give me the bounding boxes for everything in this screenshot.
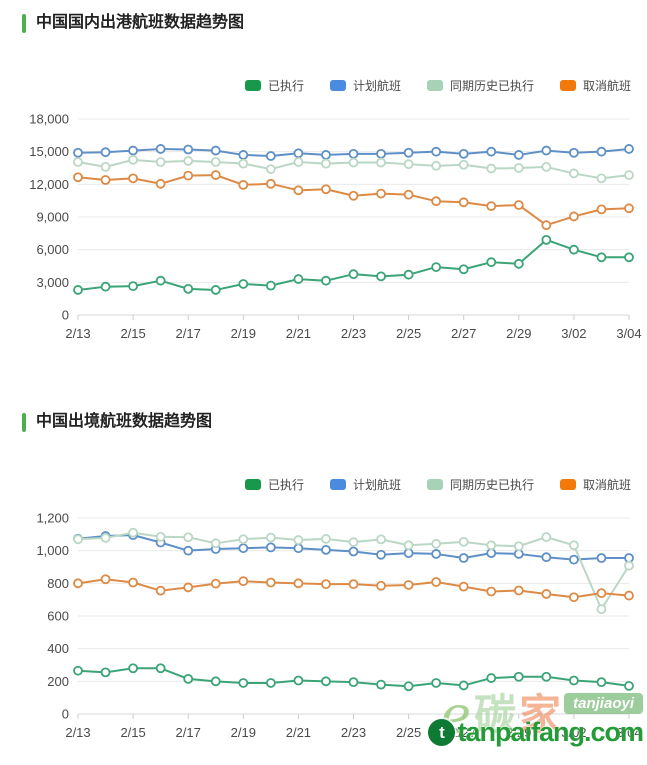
legend-item[interactable]: 计划航班 — [329, 476, 401, 493]
legend-swatch-icon — [426, 80, 443, 91]
svg-text:2/13: 2/13 — [65, 326, 90, 341]
legend-swatch-icon — [329, 479, 346, 490]
svg-text:3/04: 3/04 — [616, 326, 641, 341]
svg-text:2/29: 2/29 — [506, 725, 531, 740]
svg-text:2/17: 2/17 — [176, 725, 201, 740]
svg-text:2/23: 2/23 — [341, 725, 366, 740]
svg-text:3/02: 3/02 — [561, 326, 586, 341]
svg-text:2/27: 2/27 — [451, 725, 476, 740]
outbound-flights-chart-card: 中国出境航班数据趋势图 已执行 计划航班 同期历史已执行 取消航班 0 200 400 60… — [0, 411, 647, 764]
svg-text:2/27: 2/27 — [451, 326, 476, 341]
svg-text:2/13: 2/13 — [65, 725, 90, 740]
svg-text:2/19: 2/19 — [231, 326, 256, 341]
legend-swatch-icon — [244, 479, 261, 490]
title-accent-bar — [22, 412, 26, 432]
svg-text:1,000: 1,000 — [36, 543, 69, 558]
legend-label: 同期历史已执行 — [449, 478, 534, 492]
legend-label: 取消航班 — [582, 79, 631, 93]
svg-text:2/21: 2/21 — [286, 725, 311, 740]
legend-label: 同期历史已执行 — [449, 79, 534, 93]
svg-text:400: 400 — [47, 641, 69, 656]
svg-text:18,000: 18,000 — [29, 112, 69, 127]
svg-text:2/19: 2/19 — [231, 725, 256, 740]
svg-text:0: 0 — [62, 308, 69, 323]
trend-line-chart: 0 3,000 6,000 9,000 12,000 15,000 18,000 2/13 2/… — [29, 112, 641, 342]
legend-swatch-icon — [329, 80, 346, 91]
svg-text:200: 200 — [47, 674, 69, 689]
legend-item[interactable]: 已执行 — [244, 77, 304, 94]
trend-line-chart: 0 200 400 600 800 1,000 1,200 2/13 2/15 2/17 2/19 2… — [36, 511, 641, 741]
legend-swatch-icon — [559, 479, 576, 490]
svg-text:600: 600 — [47, 609, 69, 624]
chart-title: 中国国内出港航班数据趋势图 — [36, 14, 245, 31]
title-accent-bar — [22, 13, 26, 33]
svg-text:6,000: 6,000 — [36, 242, 69, 257]
svg-text:2/17: 2/17 — [176, 326, 201, 341]
svg-text:3/04: 3/04 — [616, 725, 641, 740]
svg-text:9,000: 9,000 — [36, 210, 69, 225]
svg-text:3,000: 3,000 — [36, 275, 69, 290]
svg-text:2/29: 2/29 — [506, 326, 531, 341]
svg-text:2/15: 2/15 — [120, 725, 145, 740]
legend-label: 已执行 — [267, 478, 304, 492]
legend-label: 计划航班 — [352, 478, 401, 492]
svg-text:800: 800 — [47, 576, 69, 591]
legend-item[interactable]: 同期历史已执行 — [426, 476, 534, 493]
svg-text:2/15: 2/15 — [120, 326, 145, 341]
chart-header: 中国国内出港航班数据趋势图 — [0, 12, 647, 34]
legend-item[interactable]: 同期历史已执行 — [426, 77, 534, 94]
svg-text:3/02: 3/02 — [561, 725, 586, 740]
legend-item[interactable]: 计划航班 — [329, 77, 401, 94]
svg-text:15,000: 15,000 — [29, 144, 69, 159]
legend-swatch-icon — [559, 80, 576, 91]
legend-item[interactable]: 取消航班 — [559, 77, 631, 94]
legend-item[interactable]: 取消航班 — [559, 476, 631, 493]
legend-label: 已执行 — [267, 79, 304, 93]
legend-label: 取消航班 — [582, 478, 631, 492]
domestic-flights-chart-card: 中国国内出港航班数据趋势图 已执行 计划航班 同期历史已执行 取消航班 0 3,000 6… — [0, 0, 647, 365]
legend-swatch-icon — [426, 479, 443, 490]
svg-text:1,200: 1,200 — [36, 511, 69, 526]
chart-header: 中国出境航班数据趋势图 — [0, 411, 647, 433]
svg-text:2/25: 2/25 — [396, 725, 421, 740]
legend-label: 计划航班 — [352, 79, 401, 93]
legend-swatch-icon — [244, 80, 261, 91]
svg-text:0: 0 — [62, 707, 69, 722]
svg-text:2/25: 2/25 — [396, 326, 421, 341]
chart-legend: 已执行 计划航班 同期历史已执行 取消航班 — [0, 477, 647, 492]
chart-legend: 已执行 计划航班 同期历史已执行 取消航班 — [0, 78, 647, 93]
chart-title: 中国出境航班数据趋势图 — [36, 413, 213, 430]
svg-text:2/21: 2/21 — [286, 326, 311, 341]
svg-text:2/23: 2/23 — [341, 326, 366, 341]
legend-item[interactable]: 已执行 — [244, 476, 304, 493]
svg-text:12,000: 12,000 — [29, 177, 69, 192]
